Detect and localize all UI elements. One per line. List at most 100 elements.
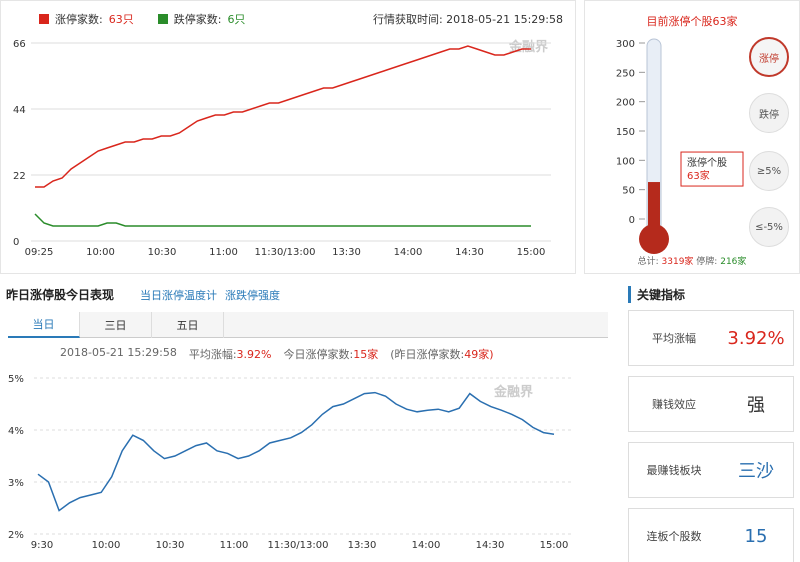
legend-down-swatch <box>157 14 168 24</box>
x-tick-label: 15:00 <box>540 540 569 551</box>
x-tick-label: 10:00 <box>92 540 121 551</box>
up-5pct-button[interactable]: ≥5% <box>749 151 789 191</box>
x-tick-label: 10:00 <box>86 247 115 258</box>
limit-down-button[interactable]: 跌停 <box>749 93 789 133</box>
x-tick-label: 14:30 <box>455 247 484 258</box>
section-title: 昨日涨停股今日表现 <box>6 288 115 302</box>
today-label: 今日涨停家数: <box>283 348 354 361</box>
timestamp-label: 行情获取时间: <box>372 13 443 26</box>
metric-label: 平均涨幅 <box>652 332 696 345</box>
avg-label: 平均涨幅: <box>188 348 237 361</box>
metric-value: 三沙 <box>738 461 774 482</box>
y-tick-label: 66 <box>13 39 26 50</box>
total-value: 3319家 <box>661 257 694 267</box>
link-thermometer[interactable]: 当日涨停温度计 <box>140 289 217 302</box>
y-tick-label: 5% <box>8 374 24 385</box>
thermometer-level <box>648 182 660 235</box>
limit-up-button[interactable]: 涨停 <box>749 37 789 77</box>
today-value: 15家 <box>353 348 379 361</box>
x-tick-label: 10:30 <box>148 247 177 258</box>
legend-down-label: 跌停家数: <box>173 13 222 26</box>
scale-label: 250 <box>616 68 635 79</box>
legend-limit-down: 跌停家数: 6只 <box>157 11 246 27</box>
x-tick-label: 11:00 <box>220 540 249 551</box>
thermometer-bulb <box>639 224 669 254</box>
x-tick-label: 11:30/13:00 <box>254 247 315 258</box>
series-line <box>37 391 555 512</box>
limit-count-chart-panel: 涨停家数: 63只 跌停家数: 6只 行情获取时间: 2018-05-21 15… <box>0 0 576 274</box>
legend-up-swatch <box>39 14 49 24</box>
metric-value: 15 <box>744 525 768 547</box>
scale-label: 150 <box>616 127 635 138</box>
legend-down-value: 6只 <box>227 13 246 26</box>
y-tick-label: 44 <box>13 105 26 116</box>
metric-value: 3.92% <box>727 327 785 349</box>
thermometer-gauge: 300 250 200 150 100 50 0 涨停个股63家 <box>616 38 744 254</box>
timestamp-value: 2018-05-21 15:29:58 <box>446 13 563 26</box>
avg-value: 3.92% <box>236 348 272 361</box>
yesterday-limit-up-panel: 昨日涨停股今日表现 当日涨停温度计 涨跌停强度 当日 三日 五日 2018-05… <box>0 282 612 562</box>
chart-legend: 涨停家数: 63只 跌停家数: 6只 <box>39 11 245 27</box>
y-tick-label: 2% <box>8 530 24 541</box>
halt-value: 216家 <box>720 257 747 267</box>
x-tick-label: 11:00 <box>209 247 238 258</box>
metric-label: 赚钱效应 <box>652 398 696 411</box>
metric-card: 连板个股数 15 <box>628 508 794 562</box>
section-links: 当日涨停温度计 涨跌停强度 <box>140 287 280 303</box>
watermark-logo: 金融界 <box>508 39 548 55</box>
callout-line1: 涨停个股 <box>687 156 727 169</box>
stats-yesterday: (昨日涨停家数:49家) <box>390 346 493 362</box>
halt-label: 停牌: <box>696 257 718 267</box>
key-metrics-panel: 关键指标 平均涨幅 3.92% 赚钱效应 强最赚钱板块 三沙连板个股数 15 <box>622 282 800 562</box>
metric-card: 赚钱效应 强 <box>628 376 794 432</box>
y-tick-label: 4% <box>8 426 24 437</box>
metric-label: 连板个股数 <box>646 530 702 543</box>
legend-up-value: 63只 <box>108 13 134 26</box>
period-tabs: 当日 三日 五日 <box>8 312 608 338</box>
tab-five-days[interactable]: 五日 <box>152 312 224 338</box>
avg-change-chart: 金融界 5% 4% 3% 2% 9:30 10:00 10:30 11:00 11:30/13:… <box>8 374 574 551</box>
stats-row: 2018-05-21 15:29:58 平均涨幅:3.92% 今日涨停家数:15… <box>60 346 494 362</box>
y-tick-label: 0 <box>13 237 19 248</box>
metric-label: 最赚钱板块 <box>646 464 702 477</box>
watermark-logo: 金融界 <box>493 384 533 400</box>
x-tick-label: 13:30 <box>332 247 361 258</box>
legend-up-label: 涨停家数: <box>55 13 103 26</box>
series-line <box>35 45 531 188</box>
tab-today[interactable]: 当日 <box>8 312 80 338</box>
scale-label: 50 <box>622 186 635 197</box>
tab-three-days[interactable]: 三日 <box>80 312 152 338</box>
scale-label: 0 <box>629 215 635 226</box>
link-strength[interactable]: 涨跌停强度 <box>225 289 280 302</box>
down-5pct-button[interactable]: ≤-5% <box>749 207 789 247</box>
total-label: 总计: <box>637 257 659 267</box>
metric-value: 强 <box>747 395 765 416</box>
limit-count-chart: 金融界 66 44 22 0 09:25 10:00 10:30 11:00 11:30/13:… <box>13 39 551 258</box>
key-metrics-title: 关键指标 <box>628 286 685 303</box>
scale-label: 300 <box>616 39 635 50</box>
x-tick-label: 14:00 <box>394 247 423 258</box>
yest-label: (昨日涨停家数: <box>390 348 465 361</box>
x-tick-label: 10:30 <box>156 540 185 551</box>
stats-avg: 平均涨幅:3.92% <box>189 346 272 362</box>
legend-limit-up: 涨停家数: 63只 <box>39 11 134 27</box>
x-tick-label: 11:30/13:00 <box>267 540 328 551</box>
stats-time: 2018-05-21 15:29:58 <box>60 346 177 359</box>
y-tick-label: 3% <box>8 478 24 489</box>
thermometer-title: 目前涨停个股63家 <box>646 15 738 28</box>
scale-label: 100 <box>616 156 635 167</box>
metric-card: 最赚钱板块 三沙 <box>628 442 794 498</box>
scale-label: 200 <box>616 98 635 109</box>
thermometer-footer: 总计: 3319家 停牌: 216家 <box>585 254 799 267</box>
series-line <box>34 213 531 227</box>
x-tick-label: 13:30 <box>348 540 377 551</box>
level-callout <box>680 151 744 187</box>
x-tick-label: 09:25 <box>25 247 54 258</box>
yest-value: 49家) <box>464 348 494 361</box>
y-tick-label: 22 <box>13 171 26 182</box>
quote-timestamp: 行情获取时间: 2018-05-21 15:29:58 <box>373 11 563 27</box>
x-tick-label: 14:30 <box>476 540 505 551</box>
thermometer-panel: 目前涨停个股63家 300 250 200 150 100 50 0 涨停个股 63家 涨停 跌… <box>584 0 800 274</box>
stats-today: 今日涨停家数:15家 <box>284 346 379 362</box>
x-tick-label: 15:00 <box>517 247 546 258</box>
